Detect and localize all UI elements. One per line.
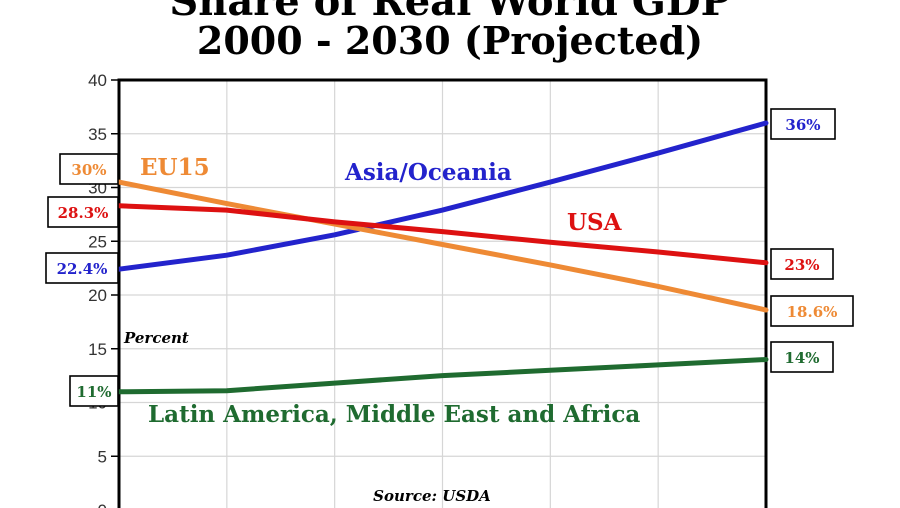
y-tick-label: 25 [88,232,107,251]
series-line-1 [116,179,769,313]
value-callout-label: 14% [784,349,819,367]
series-name-label: Latin America, Middle East and Africa [148,401,640,428]
value-callout-box [59,153,119,185]
y-tick-label: 15 [88,340,107,359]
value-callout-label: 22.4% [57,260,108,278]
series-name-label: EU15 [140,154,210,181]
value-callout-label: 11% [76,383,111,401]
y-tick-label: 5 [98,447,107,466]
source-note: Source: USDA [373,487,491,505]
value-callout-box [770,295,854,327]
value-callout-box [47,196,119,228]
series-name-label: Asia/Oceania [344,159,512,186]
value-callout-label: 18.6% [787,303,838,321]
value-callout-box [770,108,836,140]
chart-title-line-2: 2000 - 2030 (Projected) [196,18,704,63]
value-callout-box [45,252,119,284]
value-callout-box [770,248,834,280]
value-callout-box [770,341,834,373]
series-line-2 [116,203,769,266]
y-tick-label: 0 [98,501,107,508]
value-callout-box [69,375,119,407]
value-callout-label: 23% [784,256,819,274]
chart-title-line-1: Share of Real World GDP [169,0,731,25]
y-axis-label: Percent [123,329,189,347]
y-tick-label: 20 [88,286,107,305]
y-tick-label: 35 [88,125,107,144]
value-callout-label: 36% [785,116,820,134]
series-line-3 [116,357,769,395]
value-callout-label: 30% [71,161,106,179]
series-line-0 [116,120,769,272]
series-name-label: USA [567,209,623,236]
value-callout-label: 28.3% [58,204,109,222]
y-tick-label: 40 [88,71,107,90]
